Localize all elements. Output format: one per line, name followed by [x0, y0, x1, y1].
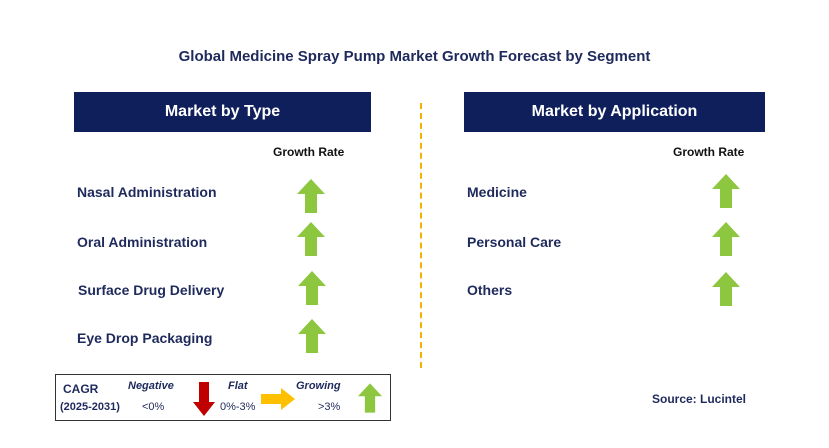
legend-flat-range: 0%-3% — [220, 401, 256, 413]
page-title: Global Medicine Spray Pump Market Growth… — [178, 48, 651, 65]
source-credit: Source: Lucintel — [652, 392, 747, 406]
up-arrow-icon — [298, 271, 326, 305]
legend-negative-label: Negative — [128, 380, 174, 392]
up-arrow-icon — [358, 383, 382, 413]
type-segment-surface-drug-delivery: Surface Drug Delivery — [78, 282, 225, 298]
cagr-legend: CAGR (2025-2031) Negative <0% Flat 0%-3%… — [55, 374, 391, 421]
type-growth-rate-label: Growth Rate — [273, 145, 345, 159]
legend-growing-range: >3% — [318, 401, 341, 413]
up-arrow-icon — [712, 272, 740, 306]
right-arrow-icon — [261, 388, 295, 410]
application-segment-personal-care: Personal Care — [467, 234, 562, 250]
up-arrow-icon — [712, 174, 740, 208]
up-arrow-icon — [297, 222, 325, 256]
down-arrow-icon — [193, 382, 215, 416]
type-segment-oral-administration: Oral Administration — [77, 234, 208, 250]
legend-period-label: (2025-2031) — [60, 401, 120, 413]
up-arrow-icon — [712, 222, 740, 256]
type-segment-nasal-administration: Nasal Administration — [77, 184, 217, 200]
legend-cagr-label: CAGR — [63, 382, 99, 396]
legend-negative-range: <0% — [142, 401, 165, 413]
legend-growing-label: Growing — [296, 380, 341, 392]
market-by-application-header: Market by Application — [464, 92, 765, 132]
panel-divider — [420, 103, 422, 368]
application-growth-rate-label: Growth Rate — [673, 145, 745, 159]
type-segment-eye-drop-packaging: Eye Drop Packaging — [77, 330, 213, 346]
application-segment-others: Others — [467, 282, 513, 298]
up-arrow-icon — [298, 319, 326, 353]
market-by-type-header: Market by Type — [74, 92, 371, 132]
up-arrow-icon — [297, 179, 325, 213]
legend-flat-label: Flat — [228, 380, 248, 392]
application-segment-medicine: Medicine — [467, 184, 527, 200]
